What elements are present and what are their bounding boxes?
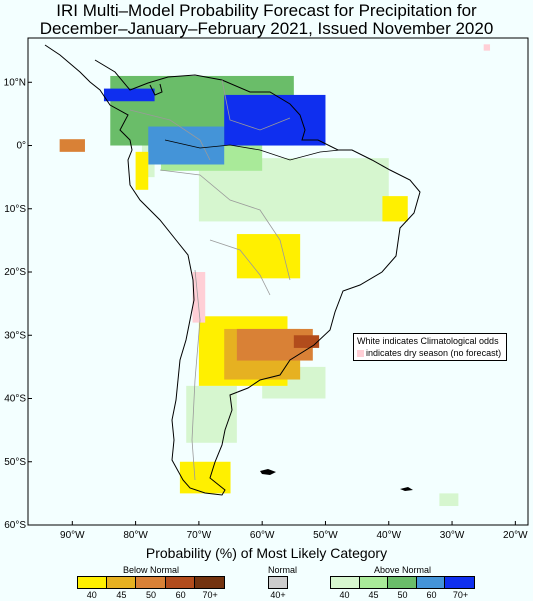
- lat-tick-label: 0°: [16, 141, 26, 152]
- legend-below-normal: Below Normal 40 45 50 60 70+: [77, 564, 225, 601]
- legend-below-label-1: 45: [116, 590, 127, 600]
- legend-below-label-0: 40: [86, 590, 97, 600]
- border-colombia: [129, 109, 211, 161]
- legend-title: Probability (%) of Most Likely Category: [145, 545, 388, 561]
- legend-above-swatch-2: [388, 577, 417, 588]
- legend-above-swatch-1: [359, 577, 389, 588]
- lon-tick-label: 30°W: [440, 530, 465, 541]
- legend-above-swatch-4: [445, 577, 474, 588]
- border-bolivia: [209, 239, 271, 296]
- legend-below-name: Below Normal: [122, 565, 180, 575]
- border-brazil-west: [159, 169, 291, 281]
- legend-below-swatch-1: [107, 577, 137, 588]
- region-below-18: [59, 139, 85, 152]
- legend-normal-swatch-0: [269, 577, 287, 588]
- legend-above-swatches: [330, 576, 475, 589]
- legend-above-normal: Above Normal 40 45 50 60 70+: [330, 564, 475, 601]
- region-above-4: [186, 385, 237, 443]
- country-borders: [129, 79, 291, 481]
- legend-normal-labels: 40+: [268, 589, 288, 601]
- lake-maracaibo: [149, 83, 163, 96]
- title-line-2: December–January–February 2021, Issued N…: [39, 19, 494, 38]
- lon-tick-label: 90°W: [60, 530, 85, 541]
- legend-above-name: Above Normal: [373, 565, 432, 575]
- title-line-1: IRI Multi–Model Probability Forecast for…: [56, 1, 477, 20]
- legend-above-label-4: 70+: [452, 590, 469, 600]
- lon-tick-label: 50°W: [313, 530, 338, 541]
- land-outline: [44, 44, 421, 496]
- legend-above-label-3: 60: [426, 590, 437, 600]
- legend-above-labels: 40 45 50 60 70+: [330, 589, 475, 601]
- falkland-islands: [260, 469, 276, 475]
- legend-below-swatch-2: [136, 577, 166, 588]
- legend-below-label-3: 60: [175, 590, 186, 600]
- region-below-12: [236, 234, 301, 279]
- lon-tick-label: 60°W: [250, 530, 275, 541]
- border-andes: [191, 269, 201, 481]
- region-above-10: [224, 94, 326, 146]
- lat-tick-label: 60°S: [4, 520, 26, 531]
- lat-tick-label: 40°S: [4, 394, 26, 405]
- probability-regions: [59, 44, 491, 507]
- legend-above-label-2: 50: [397, 590, 408, 600]
- legend-below-label-4: 70+: [202, 590, 218, 600]
- lon-tick-label: 40°W: [376, 530, 401, 541]
- south-america-coastline: [44, 44, 421, 496]
- legend-normal-swatches: [268, 576, 288, 589]
- legend-above-label-1: 45: [368, 590, 379, 600]
- lat-tick-label: 20°S: [4, 267, 26, 278]
- lon-tick-label: 70°W: [187, 530, 212, 541]
- legend-below-swatch-3: [165, 577, 195, 588]
- legend-below-labels: 40 45 50 60 70+: [77, 589, 225, 601]
- region-above-5: [439, 493, 459, 507]
- region-dry-20: [192, 272, 206, 323]
- info-line-dry-season: indicates dry season (no forecast): [357, 347, 503, 359]
- info-line-dry-text: indicates dry season (no forecast): [366, 348, 502, 358]
- legend-above-swatch-0: [331, 577, 360, 588]
- river-main: [164, 139, 341, 161]
- axis-ticks: 10°N 0° 10°S 20°S 30°S 40°S 50°S 60°S 90°W 80°W 70…: [4, 77, 529, 541]
- region-below-11: [135, 151, 149, 190]
- legend-below-swatch-0: [78, 577, 108, 588]
- legend-normal: Normal 40+: [268, 564, 298, 601]
- plot-frame: [27, 37, 529, 526]
- region-below-19: [293, 335, 320, 348]
- lat-tick-label: 10°N: [4, 77, 26, 88]
- legend-below-label-2: 50: [145, 590, 157, 600]
- map-title: IRI Multi–Model Probability Forecast for…: [0, 2, 533, 38]
- lon-tick-label: 80°W: [123, 530, 148, 541]
- dry-season-swatch: [357, 350, 364, 358]
- lat-tick-label: 30°S: [4, 330, 26, 341]
- legend-below-swatch-4: [194, 577, 224, 588]
- legend-below-swatches: [77, 576, 225, 589]
- region-dry-21: [483, 44, 491, 51]
- border-guyanas: [221, 79, 291, 131]
- legend-above-label-0: 40: [339, 590, 350, 600]
- info-line-climatological: White indicates Climatological odds: [357, 336, 499, 346]
- south-georgia: [400, 487, 413, 491]
- region-below-15: [382, 196, 408, 222]
- legend-normal-name: Normal: [268, 565, 298, 575]
- amazon-river: [164, 139, 341, 161]
- lat-tick-label: 10°S: [4, 204, 26, 215]
- legend-normal-label-0: 40+: [270, 590, 286, 600]
- region-above-8: [148, 126, 225, 165]
- region-above-9: [103, 88, 155, 102]
- lat-tick-label: 50°S: [4, 457, 26, 468]
- legend-above-swatch-3: [416, 577, 446, 588]
- lon-tick-label: 20°W: [503, 530, 528, 541]
- info-box: White indicates Climatological odds indi…: [353, 333, 507, 361]
